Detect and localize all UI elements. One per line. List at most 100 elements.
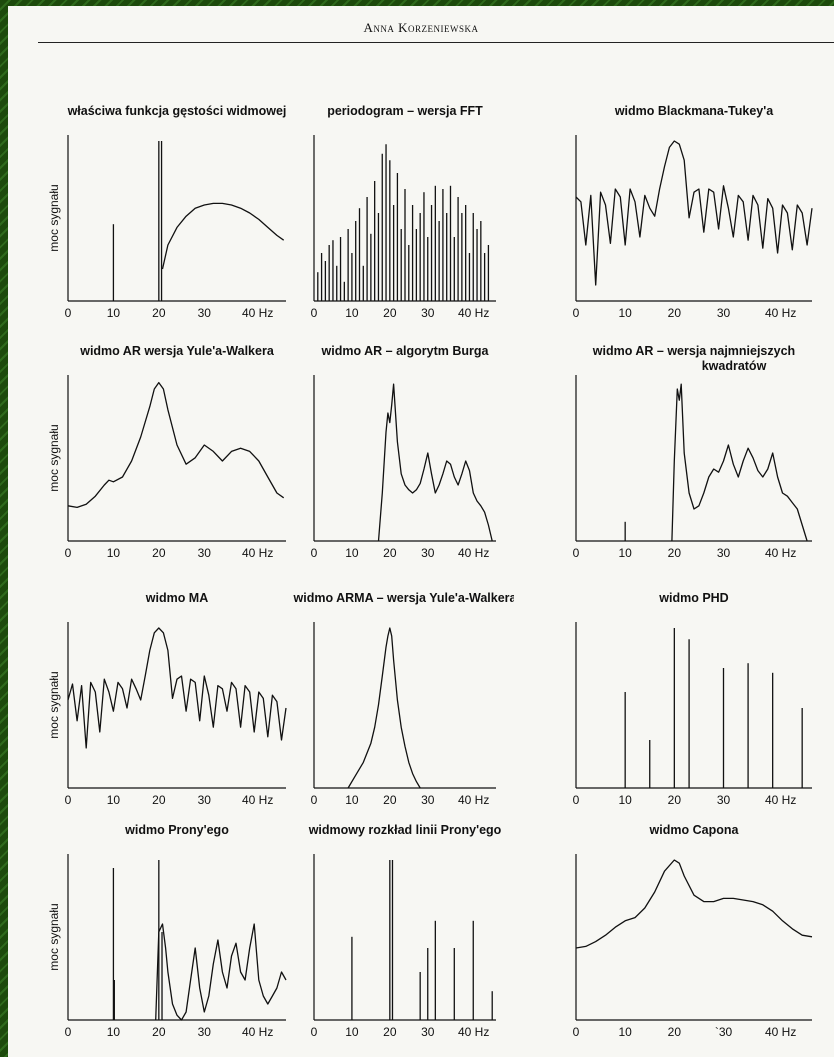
chart-svg: widmo ARMA – wersja Yule'a-Walkera 0 10 20 3… [293,591,514,807]
x-tick-label: 30 [717,306,731,320]
x-tick-label: 0 [311,306,318,320]
x-tick-label: 10 [107,546,121,560]
x-tick-label: 0 [311,546,318,560]
chart-title: periodogram – wersja FFT [327,104,483,118]
x-tick-label: 40 Hz [765,306,796,320]
chart-svg: widmo AR – wersja najmniejszychkwadratów… [573,344,812,560]
chart-svg: widmo AR – algorytm Burga 0 10 20 30 40 Hz [311,344,496,560]
chart-svg: widmo Prony'ego moc sygnału 0 10 20 30 40 Hz [47,823,287,1039]
x-tick-label: 40 Hz [458,1025,489,1039]
spectrum-curve [161,202,285,270]
chart-svg: widmowy rozkład linii Prony'ego 0 10 20 30 40… [308,823,502,1039]
x-tick-label: 40 Hz [458,793,489,807]
x-tick-label: 10 [107,306,121,320]
chart-svg: widmo AR wersja Yule'a-Walkera moc sygnał… [47,344,286,560]
chart-title-line2: kwadratów [702,359,767,373]
x-tick-label: 0 [573,1025,580,1039]
x-tick-label: 30 [198,546,212,560]
x-tick-label: 40 Hz [765,1025,796,1039]
x-tick-label: 20 [668,793,682,807]
chart-title: widmo MA [145,591,209,605]
x-tick-label: 20 [383,793,397,807]
chart-panel-p8: widmo ARMA – wersja Yule'a-Walkera 0 10 20 3… [262,588,514,828]
chart-title: widmowy rozkład linii Prony'ego [308,823,502,837]
x-tick-label: 20 [152,1025,166,1039]
chart-panel-p9: widmo PHD 0 10 20 30 40 Hz [512,588,830,828]
chart-title: widmo PHD [658,591,728,605]
page: Anna Korzeniewska właściwa funkcja gęsto… [8,6,834,1057]
x-tick-label: 30 [421,793,435,807]
x-tick-label: 0 [65,1025,72,1039]
x-tick-label: 30 [717,793,731,807]
chart-svg: widmo Capona 0 10 20 `30 40 Hz [573,823,813,1039]
x-tick-label: 30 [717,546,731,560]
y-axis-label: moc sygnału [47,671,61,738]
chart-svg: właściwa funkcja gęstości widmowej moc sy… [47,104,287,320]
chart-title: właściwa funkcja gęstości widmowej [67,104,287,118]
x-tick-label: 30 [198,793,212,807]
chart-panel-p2: periodogram – wersja FFT 0 10 20 30 40 Hz [262,101,514,341]
author-name: Anna Korzeniewska [363,20,479,35]
x-tick-label: 0 [65,306,72,320]
chart-title: widmo AR – algorytm Burga [321,344,490,358]
x-tick-label: 30 [198,1025,212,1039]
x-tick-label: 20 [668,1025,682,1039]
figure-grid: właściwa funkcja gęstości widmowej moc sy… [8,6,834,1057]
x-tick-label: 20 [383,546,397,560]
x-tick-label: 30 [421,306,435,320]
chart-panel-p6: widmo AR – wersja najmniejszych kwadratów… [512,341,830,581]
x-tick-label: 10 [107,1025,121,1039]
x-tick-label: 40 Hz [242,793,273,807]
x-tick-label: 0 [573,546,580,560]
x-tick-label: 40 Hz [242,546,273,560]
chart-panel-p4: widmo AR wersja Yule'a-Walkera moc sygnał… [8,341,308,581]
x-tick-label: 0 [311,793,318,807]
x-tick-label: 10 [618,793,632,807]
x-tick-label: 40 Hz [242,1025,273,1039]
chart-panel-p7: widmo MA moc sygnału 0 10 20 30 40 Hz [8,588,308,828]
chart-title: widmo Prony'ego [124,823,229,837]
x-tick-label: 20 [383,1025,397,1039]
y-axis-label: moc sygnału [47,903,61,970]
chart-title: widmo AR wersja Yule'a-Walkera [79,344,275,358]
x-tick-label: 20 [152,546,166,560]
page-header: Anna Korzeniewska [8,6,834,46]
x-tick-label: 10 [618,306,632,320]
x-tick-label: 10 [618,546,632,560]
chart-title: widmo ARMA – wersja Yule'a-Walkera [293,591,514,605]
x-tick-label: 20 [152,306,166,320]
chart-panel-p1: właściwa funkcja gęstości widmowej moc sy… [8,101,308,341]
x-tick-label: 10 [107,793,121,807]
x-tick-label: 0 [573,306,580,320]
x-tick-label: 0 [65,546,72,560]
spectrum-curve [377,383,493,542]
x-tick-label: 10 [345,306,359,320]
chart-title: widmo Capona [649,823,740,837]
x-tick-label: 40 Hz [765,793,796,807]
chart-title: widmo Blackmana-Tukey'a [614,104,774,118]
spectrum-curve [671,383,808,542]
x-tick-label: 10 [345,793,359,807]
x-tick-label: 0 [311,1025,318,1039]
chart-svg: widmo Blackmana-Tukey'a 0 10 20 30 40 Hz [573,104,813,320]
chart-svg: widmo PHD 0 10 20 30 40 Hz [573,591,812,807]
spectrum-curve [67,381,285,509]
x-tick-label: 20 [668,546,682,560]
chart-title: widmo AR – wersja najmniejszych [592,344,795,358]
chart-svg: periodogram – wersja FFT 0 10 20 30 40 Hz [311,104,496,320]
x-tick-label: 20 [383,306,397,320]
spectrum-curve [347,627,421,789]
x-tick-label: 20 [152,793,166,807]
x-tick-label: `30 [715,1025,733,1039]
x-tick-label: 0 [65,793,72,807]
x-tick-label: 30 [421,546,435,560]
x-tick-label: 40 Hz [765,546,796,560]
x-tick-label: 10 [345,1025,359,1039]
chart-panel-p5: widmo AR – algorytm Burga 0 10 20 30 40 Hz [262,341,514,581]
x-tick-label: 40 Hz [242,306,273,320]
x-tick-label: 30 [421,1025,435,1039]
chart-panel-p3: widmo Blackmana-Tukey'a 0 10 20 30 40 Hz [512,101,830,341]
y-axis-label: moc sygnału [47,184,61,251]
x-tick-label: 10 [618,1025,632,1039]
x-tick-label: 30 [198,306,212,320]
